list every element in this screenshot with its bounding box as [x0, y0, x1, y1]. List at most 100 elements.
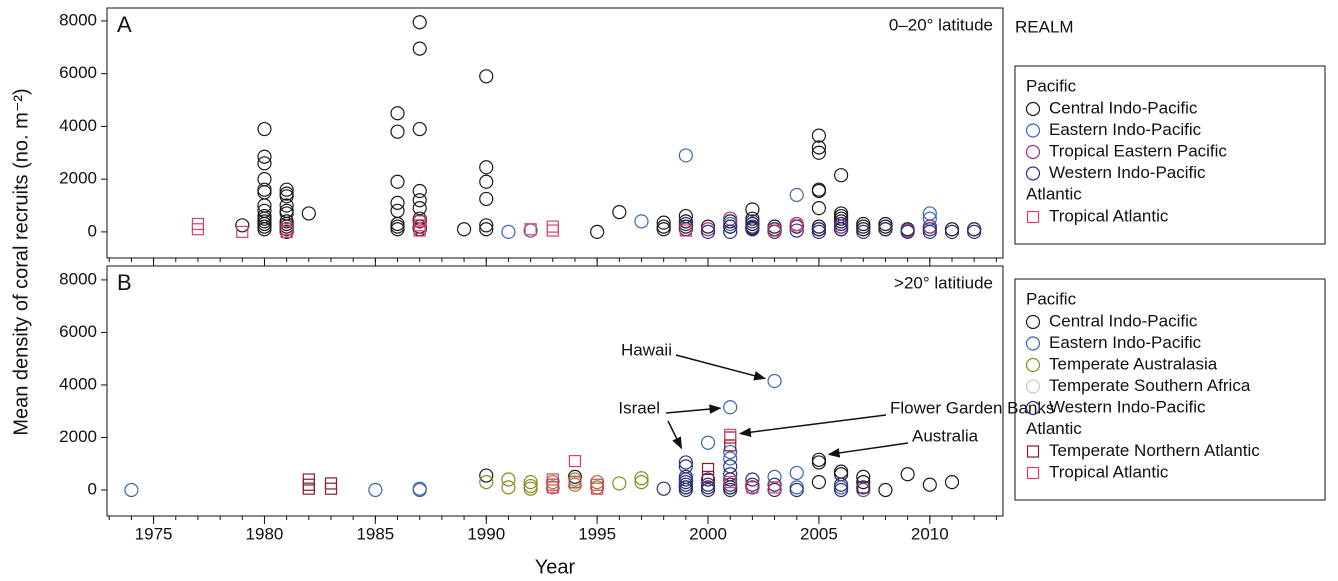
- data-point: [922, 224, 937, 239]
- panel-label: B: [117, 270, 132, 295]
- data-point: [701, 470, 715, 483]
- legend-marker: [1025, 400, 1041, 416]
- data-point: [724, 428, 737, 441]
- data-point: [811, 140, 827, 155]
- data-point: [279, 189, 294, 204]
- data-point: [235, 218, 250, 233]
- data-point: [678, 455, 693, 470]
- data-point: [124, 482, 139, 498]
- legend-label: Temperate Australasia: [1049, 354, 1218, 373]
- data-point: [479, 174, 494, 189]
- legend-box: [1014, 278, 1326, 501]
- data-point: [944, 475, 960, 490]
- legend-label: Tropical Eastern Pacific: [1049, 141, 1227, 160]
- data-point: [591, 482, 604, 495]
- data-point: [634, 475, 649, 490]
- data-point: [811, 222, 827, 237]
- legend-label: Temperate Southern Africa: [1049, 376, 1251, 395]
- data-point: [479, 222, 494, 237]
- data-point: [900, 222, 915, 237]
- legend-label: Tropical Atlantic: [1049, 206, 1169, 225]
- data-point: [723, 451, 738, 466]
- data-point: [789, 465, 804, 481]
- legend-group: Atlantic: [1026, 419, 1082, 438]
- data-point: [257, 222, 272, 237]
- data-point: [723, 467, 738, 482]
- data-point: [878, 482, 893, 498]
- legend-label: Central Indo-Pacific: [1049, 98, 1198, 117]
- data-point: [768, 224, 781, 237]
- data-point: [679, 224, 692, 237]
- data-point: [723, 444, 738, 460]
- legend-label: Tropical Atlantic: [1049, 462, 1169, 481]
- data-point: [501, 472, 516, 487]
- data-point: [545, 477, 560, 492]
- plot-frame: [106, 265, 1004, 517]
- x-tick-label: 1995: [578, 524, 616, 543]
- panel-annotation: >20° latitiude: [894, 273, 993, 292]
- data-point: [833, 477, 849, 492]
- y-tick-label: 8000: [59, 269, 97, 288]
- data-point: [789, 480, 804, 495]
- data-point: [789, 223, 804, 238]
- data-point: [390, 174, 405, 189]
- data-point: [301, 206, 316, 221]
- annotation-arrow: [738, 414, 887, 437]
- legend-marker: [1025, 314, 1041, 330]
- legend-marker: [1025, 357, 1041, 373]
- legend-group: Atlantic: [1026, 184, 1082, 203]
- data-point: [524, 223, 537, 236]
- data-point: [501, 224, 516, 239]
- y-tick-label: 0: [88, 221, 97, 240]
- data-point: [456, 222, 472, 237]
- data-point: [479, 160, 494, 175]
- panel-annotation: 0–20° latitude: [889, 15, 993, 34]
- data-point: [746, 481, 759, 494]
- data-point: [967, 224, 982, 239]
- legend-label: Temperate Northern Atlantic: [1049, 441, 1260, 460]
- data-point: [523, 481, 538, 496]
- data-point: [723, 400, 738, 415]
- x-tick-label: 1985: [356, 524, 394, 543]
- data-point: [789, 187, 804, 203]
- plot-frame: [106, 7, 1004, 259]
- legend-label: Eastern Indo-Pacific: [1049, 333, 1202, 352]
- data-point: [656, 481, 671, 496]
- data-point: [833, 222, 849, 237]
- data-point: [723, 219, 738, 234]
- x-tick-label: 1990: [467, 524, 505, 543]
- data-point: [567, 475, 583, 490]
- data-point: [390, 219, 405, 234]
- data-point: [479, 218, 494, 233]
- data-point: [413, 224, 426, 237]
- data-point: [745, 202, 760, 217]
- data-point: [700, 222, 716, 237]
- data-point: [900, 223, 915, 238]
- data-point: [501, 480, 516, 495]
- x-tick-label: 1980: [246, 524, 284, 543]
- data-point: [811, 145, 827, 160]
- data-point: [678, 216, 693, 232]
- y-axis-title: Mean density of coral recruits (no. m⁻²): [10, 88, 32, 435]
- data-point: [701, 462, 715, 476]
- data-point: [279, 198, 294, 213]
- data-point: [833, 168, 849, 183]
- x-axis-title: Year: [535, 556, 576, 578]
- data-point: [900, 467, 915, 482]
- legend-marker: [1025, 166, 1041, 181]
- data-point: [590, 224, 605, 239]
- data-point: [878, 222, 893, 237]
- y-tick-label: 8000: [59, 10, 97, 29]
- x-tick-label: 1975: [135, 524, 173, 543]
- data-point: [878, 219, 893, 234]
- legend-marker: [1026, 210, 1040, 224]
- y-tick-label: 4000: [59, 116, 97, 135]
- y-tick-label: 2000: [59, 427, 97, 446]
- point-annotation: Australia: [912, 426, 979, 445]
- data-point: [479, 475, 494, 490]
- legend-title: REALM: [1015, 17, 1074, 36]
- data-point: [390, 195, 405, 210]
- data-point: [767, 373, 782, 389]
- data-point: [767, 477, 782, 492]
